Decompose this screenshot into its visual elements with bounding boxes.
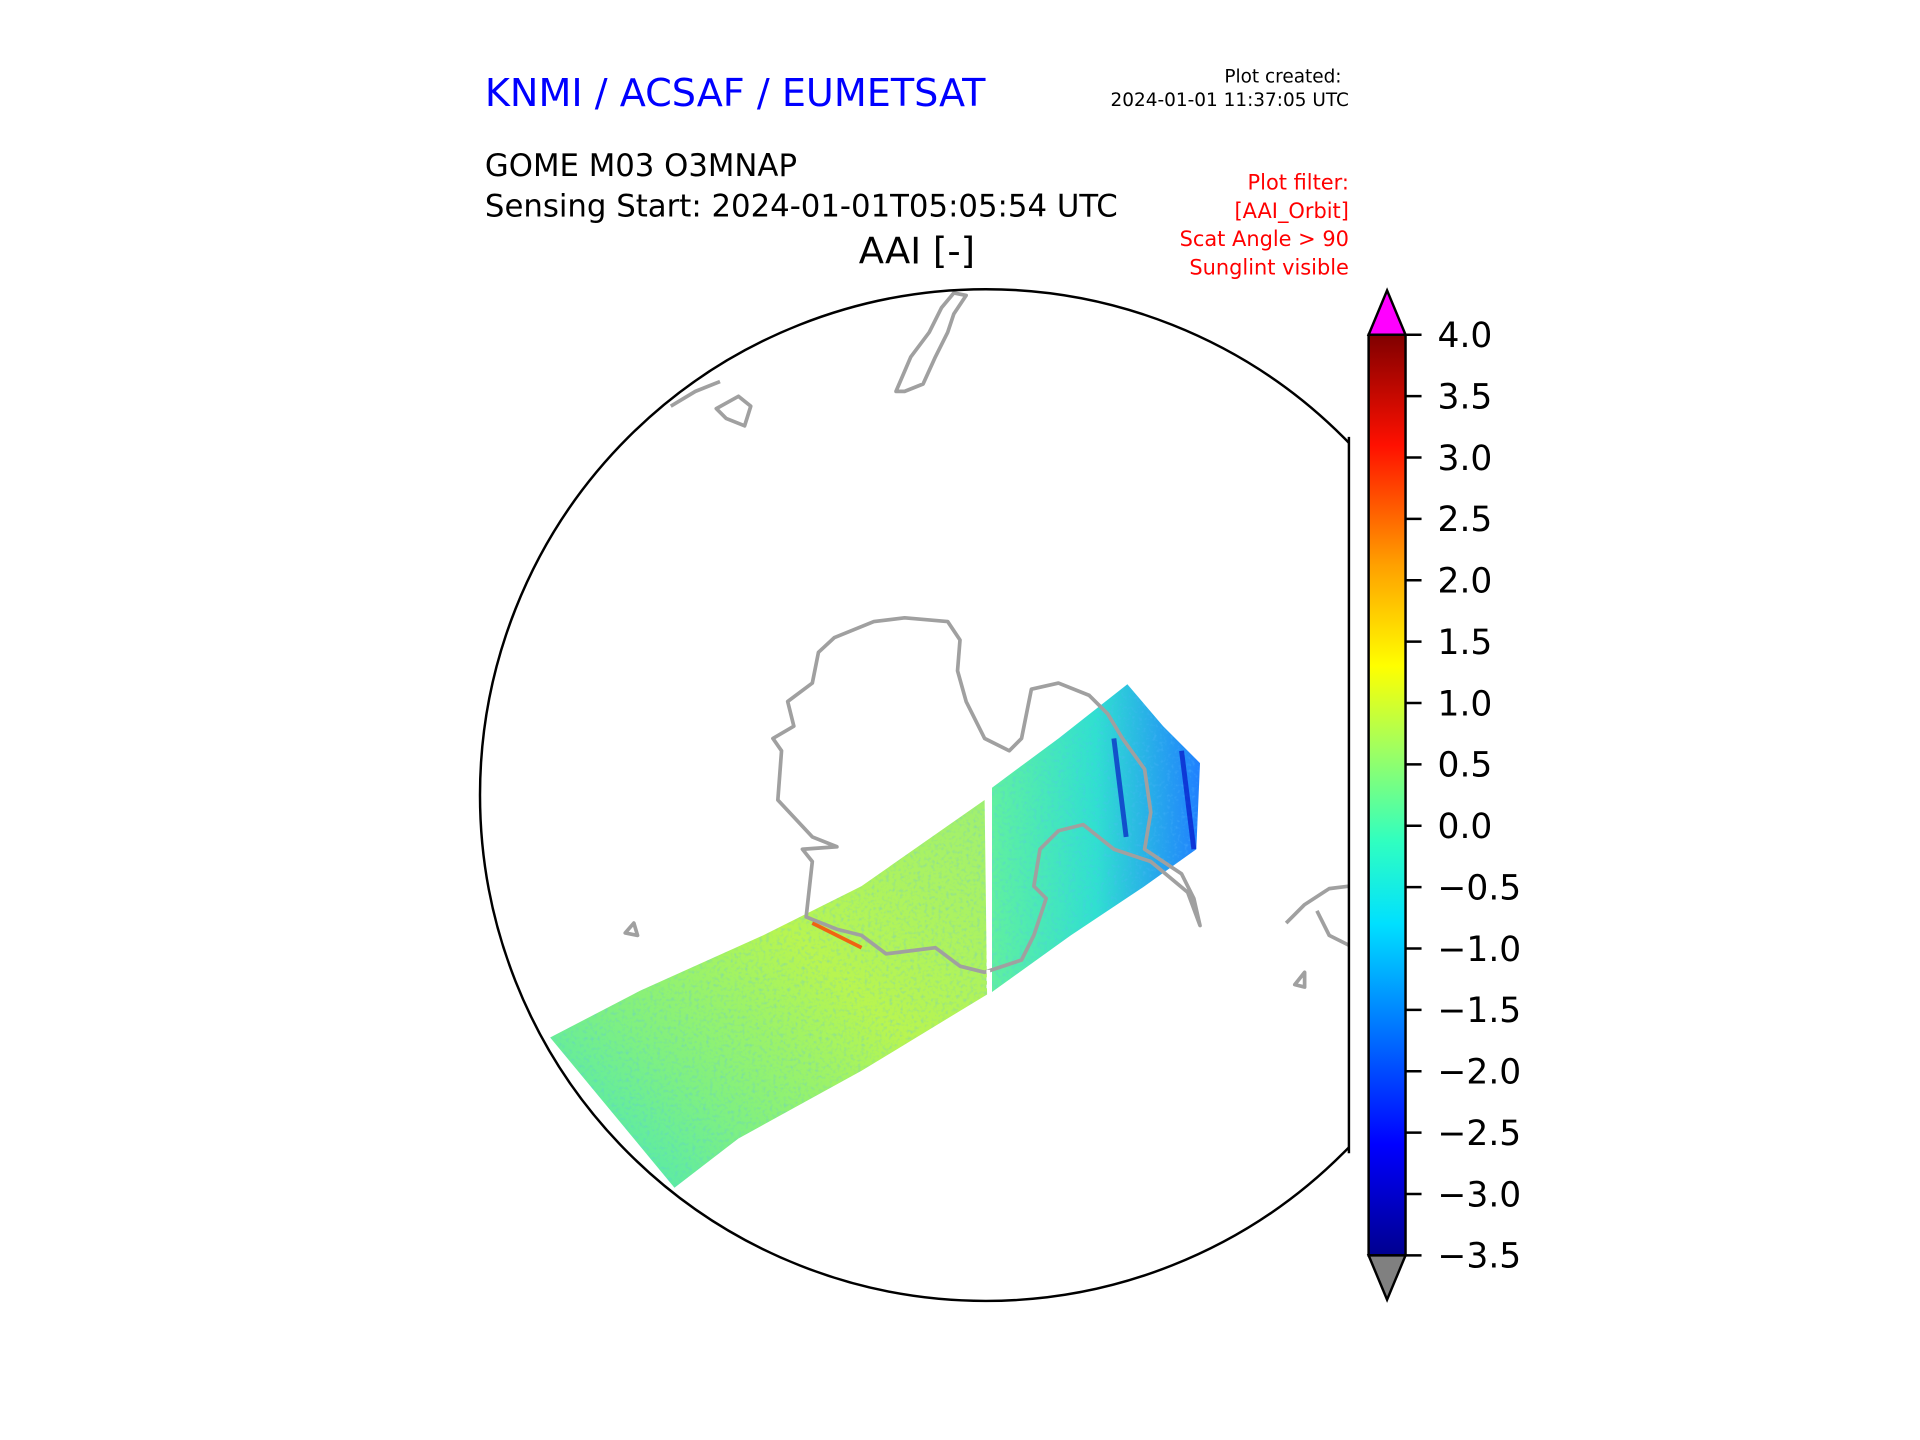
colorbar-ticks: 4.0 3.5 3.0 2.5 2.0 1.5 1.0 0.5 0.0 −0.5 −1.0 −1.5 −… [1405, 316, 1522, 1277]
south-america-coastline [894, 291, 968, 394]
colorbar: 4.0 3.5 3.0 2.5 2.0 1.5 1.0 0.5 0.0 −0.5 −1.0 −1.5 −… [1366, 287, 1522, 1303]
antarctica-coastline [771, 616, 1202, 975]
filter-line: [AAI_Orbit] [1234, 199, 1348, 223]
island-coastline [623, 921, 640, 938]
satellite-swath [550, 684, 1200, 1188]
colorbar-tick-label: 2.5 [1438, 500, 1493, 540]
variable-title: AAI [-] [859, 229, 975, 272]
plot-filter: Plot filter: [AAI_Orbit] Scat Angle > 90… [1180, 171, 1349, 280]
map-boundary [478, 288, 1349, 1303]
colorbar-tick-label: 1.0 [1438, 684, 1493, 724]
island-coastline [714, 394, 753, 428]
colorbar-gradient [1367, 333, 1407, 1257]
coastlines [623, 291, 1349, 989]
colorbar-tick-label: −2.5 [1438, 1114, 1522, 1154]
colorbar-tick-label: 3.0 [1438, 439, 1493, 479]
island-coastline [669, 379, 721, 408]
colorbar-over-extension [1366, 287, 1408, 336]
filter-line: Plot filter: [1248, 171, 1349, 195]
colorbar-tick-label: −1.5 [1438, 991, 1522, 1031]
organization-title: KNMI / ACSAF / EUMETSAT [485, 71, 986, 115]
island-coastline [1292, 970, 1307, 989]
colorbar-tick-label: −0.5 [1438, 868, 1522, 908]
colorbar-tick-label: −2.0 [1438, 1053, 1522, 1093]
product-title: GOME M03 O3MNAP [485, 148, 797, 184]
colorbar-tick-label: −3.0 [1438, 1175, 1522, 1215]
colorbar-tick-label: −1.0 [1438, 930, 1522, 970]
colorbar-tick-label: 2.0 [1438, 562, 1493, 602]
plot-created-value: 2024-01-01 11:37:05 UTC [1110, 90, 1348, 111]
australia-coastline [1284, 884, 1349, 947]
colorbar-under-extension [1366, 1254, 1408, 1303]
colorbar-tick-label: 0.0 [1438, 807, 1493, 847]
colorbar-tick-label: 1.5 [1438, 623, 1493, 663]
colorbar-tick-label: 4.0 [1438, 316, 1493, 356]
filter-line: Sunglint visible [1189, 255, 1349, 279]
sensing-start: Sensing Start: 2024-01-01T05:05:54 UTC [485, 189, 1118, 225]
plot-created-label: Plot created: [1224, 66, 1341, 87]
colorbar-tick-label: −3.5 [1438, 1237, 1522, 1277]
colorbar-tick-label: 3.5 [1438, 377, 1493, 417]
colorbar-tick-label: 0.5 [1438, 746, 1493, 786]
filter-line: Scat Angle > 90 [1180, 227, 1349, 251]
map [478, 288, 1349, 1303]
